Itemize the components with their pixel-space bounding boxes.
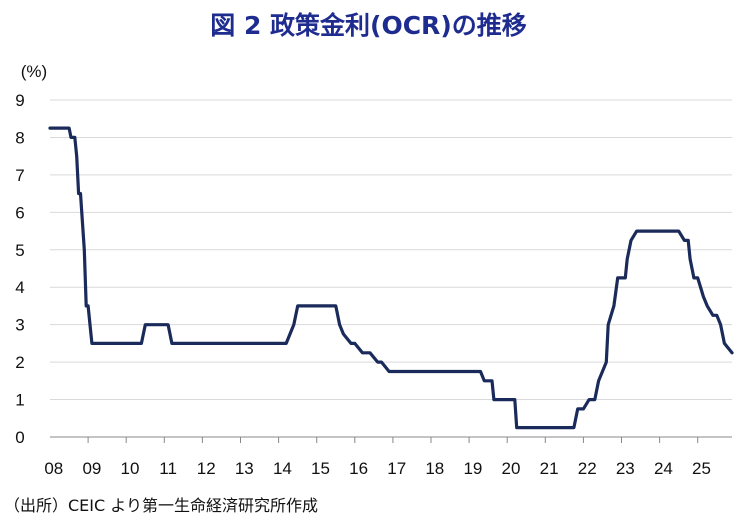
y-tick-label: 6 (15, 203, 24, 222)
x-tick-label: 11 (159, 459, 177, 478)
ocr-series-line (48, 126, 734, 430)
x-tick-label: 09 (82, 459, 101, 478)
y-tick-label: 3 (15, 316, 24, 335)
x-tick-label: 24 (654, 459, 673, 478)
x-tick-label: 18 (425, 459, 444, 478)
y-tick-label: 0 (15, 428, 24, 447)
x-tick-label: 17 (387, 459, 406, 478)
x-tick-label: 21 (540, 459, 559, 478)
y-tick-label: 7 (15, 166, 24, 185)
x-tick-label: 10 (121, 459, 140, 478)
x-tick-label: 20 (502, 459, 521, 478)
y-tick-label: 8 (15, 128, 24, 147)
x-tick-label: 25 (692, 459, 711, 478)
x-tick-label: 14 (273, 459, 292, 478)
x-tick-label: 22 (578, 459, 597, 478)
chart-title: 図 2 政策金利(OCR)の推移 (210, 11, 527, 40)
source-note: （出所）CEIC より第一生命経済研究所作成 (4, 496, 318, 515)
y-tick-label: 9 (15, 91, 24, 110)
y-tick-label: 2 (15, 353, 24, 372)
x-tick-label: 16 (349, 459, 368, 478)
y-tick-label: 4 (15, 278, 24, 297)
x-tick-label: 23 (616, 459, 635, 478)
y-tick-label: 1 (15, 391, 24, 410)
x-tick-label: 08 (44, 459, 63, 478)
x-tick-label: 19 (463, 459, 482, 478)
y-tick-label: 5 (15, 241, 24, 260)
x-tick-label: 12 (197, 459, 216, 478)
x-tick-label: 13 (235, 459, 254, 478)
x-tick-label: 15 (311, 459, 330, 478)
y-axis-label: (%) (21, 62, 47, 81)
